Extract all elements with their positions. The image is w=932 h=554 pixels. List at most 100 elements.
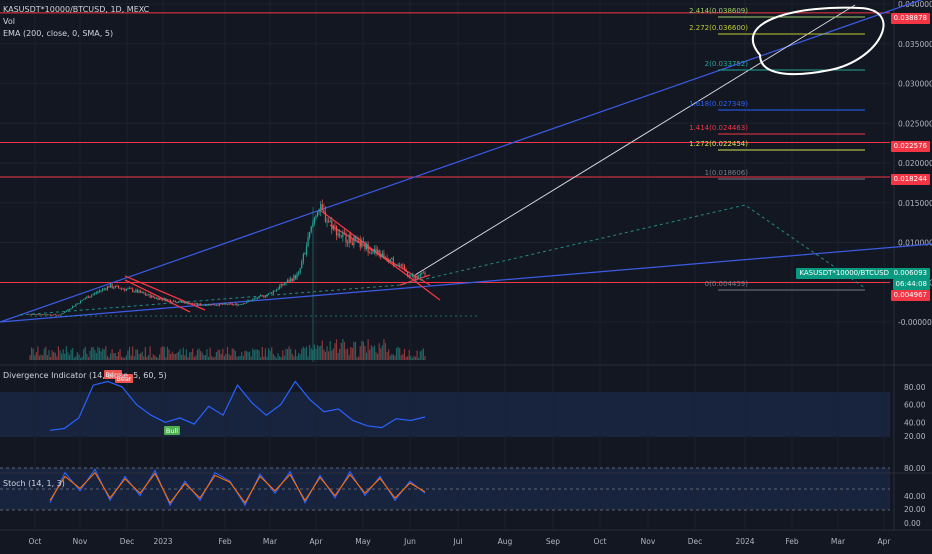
candle-body <box>198 303 200 305</box>
candle-body <box>298 272 300 274</box>
volume-bar <box>195 355 197 360</box>
candle-body <box>304 253 306 255</box>
candle-body <box>271 292 273 294</box>
candle-body <box>258 296 260 299</box>
candle-body <box>68 309 71 310</box>
x-axis-label: Aug <box>498 537 513 546</box>
volume-bar <box>260 357 262 360</box>
candle-body <box>293 275 295 281</box>
countdown-tag: 06:44:08 <box>892 279 930 290</box>
volume-bar <box>294 349 297 360</box>
candle-body <box>290 278 292 282</box>
volume-bar <box>413 355 415 360</box>
volume-bar <box>125 355 127 360</box>
volume-bar <box>395 347 398 360</box>
candle-body <box>113 287 115 289</box>
volume-bar <box>219 350 221 360</box>
stoch-axis-label: 80.00 <box>904 464 926 473</box>
candle-body <box>109 284 112 288</box>
stoch-d-line <box>49 471 426 504</box>
candle-body <box>92 294 94 296</box>
candle-body <box>249 300 251 302</box>
volume-bar <box>408 350 410 360</box>
candle-body <box>170 299 172 302</box>
volume-bar <box>286 349 289 360</box>
candle-body <box>226 304 229 305</box>
candle-body <box>73 306 75 307</box>
volume-bar <box>128 346 131 360</box>
price-axis-label: 0.015000 <box>898 199 932 208</box>
volume-bar <box>358 356 360 360</box>
candle-body <box>136 289 139 293</box>
volume-legend[interactable]: Vol <box>3 17 15 26</box>
candle-body <box>149 294 151 298</box>
volume-bar <box>136 349 139 360</box>
volume-bar <box>320 345 322 360</box>
volume-bar <box>38 355 41 360</box>
volume-bar <box>407 356 409 360</box>
volume-bar <box>419 351 421 360</box>
x-axis-label: Sep <box>546 537 560 546</box>
volume-bar <box>298 352 300 360</box>
price-tag-support: 0.004967 <box>890 290 930 301</box>
stoch-legend[interactable]: Stoch (14, 1, 3) <box>3 479 65 488</box>
upper-trendline <box>0 0 923 323</box>
candle-body <box>332 225 334 230</box>
candle-body <box>91 295 93 297</box>
volume-bar <box>72 348 74 360</box>
volume-bar <box>147 355 150 360</box>
volume-bar <box>318 346 320 360</box>
volume-bar <box>214 356 216 360</box>
candle-body <box>133 291 135 293</box>
volume-bar <box>400 355 402 360</box>
candle-body <box>106 286 109 290</box>
volume-bar <box>155 356 157 360</box>
candle-body <box>174 300 176 303</box>
candle-body <box>324 211 327 222</box>
candle-body <box>51 314 53 316</box>
candle-body <box>95 292 97 294</box>
divergence-legend[interactable]: Divergence Indicator (14, close, 5, 60, … <box>3 371 167 380</box>
fib-level-label: 1.618(0.027349) <box>689 100 748 108</box>
candle-body <box>204 304 206 306</box>
candle-body <box>419 274 421 277</box>
volume-bar <box>410 355 412 360</box>
candle-body <box>124 288 126 291</box>
candle-body <box>378 250 380 254</box>
candle-body <box>283 284 285 286</box>
volume-bar <box>75 356 77 360</box>
candle-body <box>375 248 377 253</box>
candle-body <box>339 233 341 236</box>
volume-bar <box>111 349 113 360</box>
x-axis-label: Dec <box>120 537 135 546</box>
volume-bar <box>301 348 303 360</box>
candle-body <box>103 288 105 290</box>
volume-bar <box>67 352 69 360</box>
divergence-axis-label: 40.00 <box>904 418 926 427</box>
volume-bar <box>353 341 355 360</box>
volume-bar <box>411 357 413 360</box>
candle-body <box>299 268 301 273</box>
volume-bar <box>422 348 425 360</box>
candle-body <box>62 313 64 314</box>
volume-bar <box>42 355 44 360</box>
volume-bar <box>32 348 34 360</box>
candle-body <box>59 314 61 316</box>
ema-legend[interactable]: EMA (200, close, 0, SMA, 5) <box>3 29 114 38</box>
symbol-legend[interactable]: KASUSDT*10000/BTCUSD, 1D, MEXC <box>3 5 150 14</box>
candle-body <box>384 258 387 259</box>
candle-body <box>72 306 74 309</box>
volume-bar <box>46 355 48 360</box>
volume-bar <box>271 347 273 360</box>
candle-body <box>328 220 330 222</box>
candle-body <box>260 295 262 297</box>
candle-body <box>405 269 407 272</box>
price-axis-label: 0.020000 <box>898 159 932 168</box>
volume-bar <box>414 356 417 360</box>
candle-body <box>86 296 88 299</box>
volume-bar <box>201 352 203 360</box>
volume-bar <box>179 349 181 360</box>
candle-body <box>192 303 194 304</box>
